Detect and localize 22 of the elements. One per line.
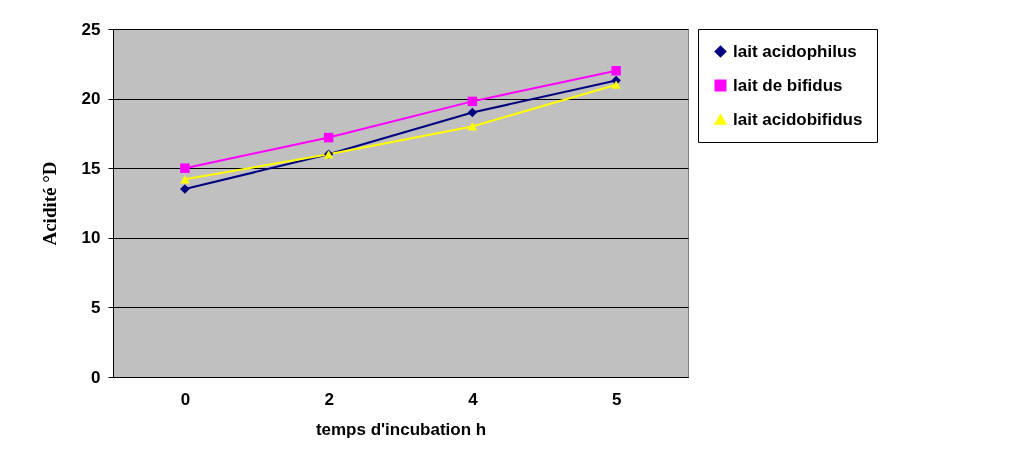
legend-label: lait acidobifidus: [733, 109, 863, 129]
point: [467, 96, 478, 107]
legend-label: lait de bifidus: [733, 75, 843, 95]
point: [323, 132, 334, 143]
y-tick-label: 15: [81, 158, 101, 178]
y-tick-label: 0: [91, 367, 101, 387]
point: [611, 80, 621, 89]
legend-label: lait acidophilus: [733, 41, 857, 61]
point: [467, 122, 478, 131]
x-tick-label: 5: [611, 389, 622, 409]
x-tick-label: 2: [324, 389, 334, 409]
y-axis-title: Acidité °D: [38, 161, 60, 246]
point: [467, 107, 478, 118]
y-tick-label: 10: [81, 228, 101, 248]
y-tick-label: 5: [91, 297, 101, 317]
y-tick-label: 25: [81, 19, 101, 39]
x-axis-title: temps d'incubation h: [315, 419, 487, 439]
point: [611, 66, 621, 76]
x-tick-label: 4: [468, 389, 479, 409]
y-tick-label: 20: [81, 89, 101, 109]
x-tick-label: 0: [180, 389, 191, 409]
point: [180, 163, 190, 173]
